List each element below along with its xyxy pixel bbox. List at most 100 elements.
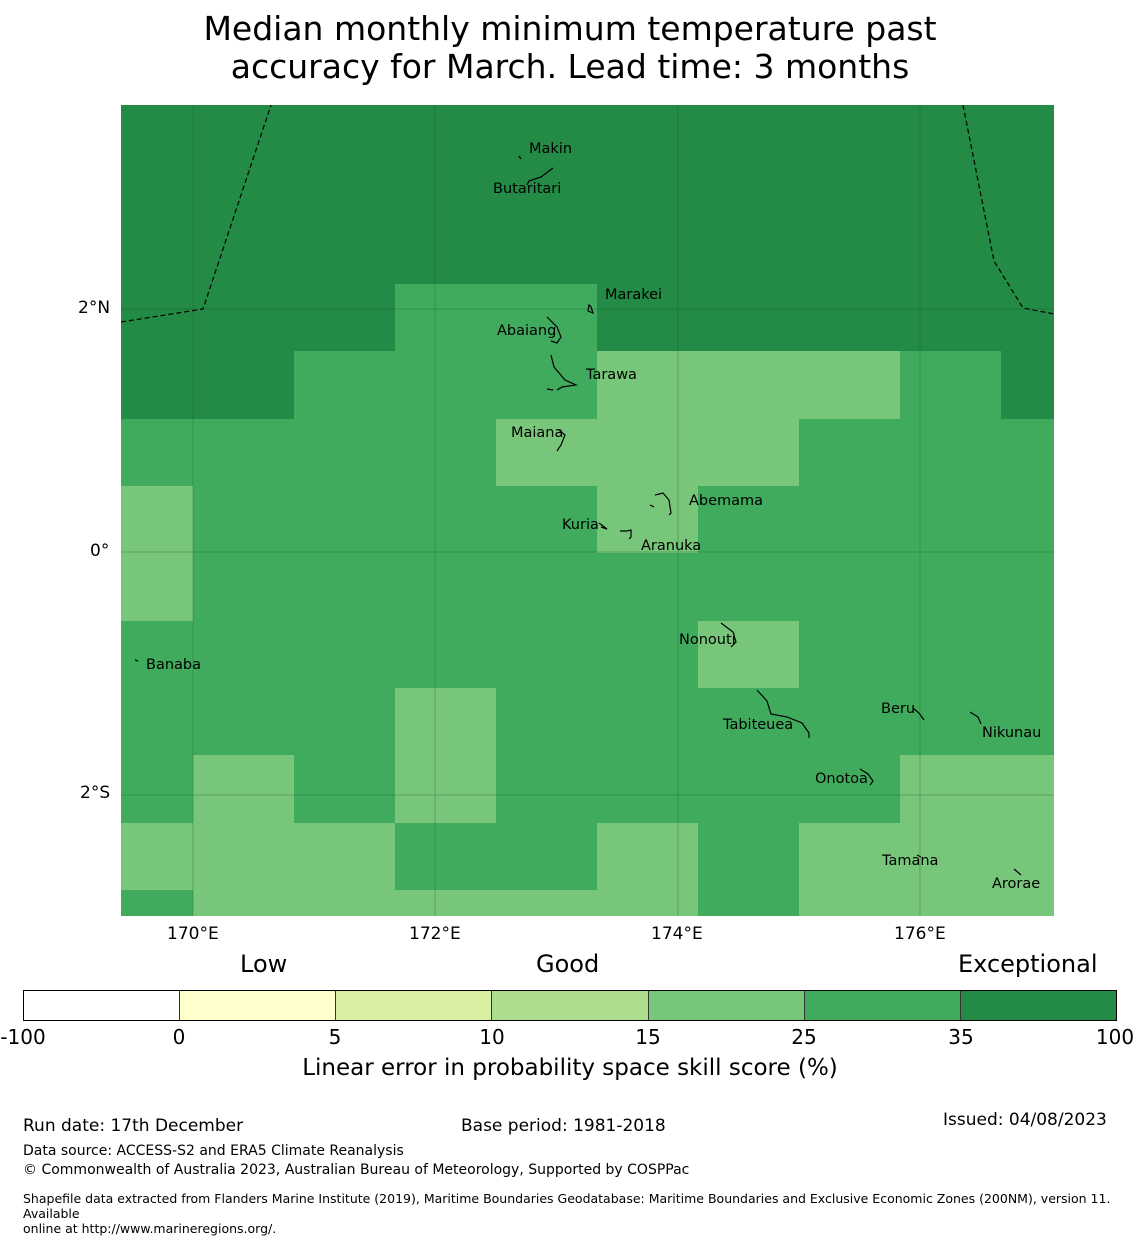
skill-grid-cell	[1001, 755, 1054, 824]
y-tick-2s: 2°S	[80, 783, 111, 803]
island-outlines	[134, 155, 1022, 876]
island-label-kuria: Kuria	[562, 517, 599, 533]
skill-grid-cell	[597, 553, 699, 622]
skill-grid-cell	[193, 621, 295, 689]
skill-grid-cell	[121, 351, 194, 420]
eez-boundary-east	[962, 105, 1054, 315]
island-label-marakei: Marakei	[605, 287, 663, 303]
beru-outline	[912, 707, 925, 721]
skill-grid-cell	[698, 823, 800, 891]
skill-grid-cell	[496, 419, 598, 487]
abaiang-outline	[546, 316, 562, 344]
skill-grid-cell	[121, 105, 194, 285]
skill-grid-cell	[496, 688, 598, 756]
skill-grid-cell	[1001, 105, 1054, 285]
skill-grid-cell	[698, 688, 800, 756]
shapefile-credit: Shapefile data extracted from Flanders M…	[23, 1191, 1133, 1236]
skill-grid-cell	[496, 351, 598, 420]
skill-grid-cell	[395, 105, 497, 285]
skill-grid-cell	[496, 755, 598, 824]
skill-grid-cell	[395, 351, 497, 420]
skill-grid-cell	[597, 284, 699, 352]
chart-title: Median monthly minimum temperature past …	[0, 10, 1140, 86]
skill-grid-cell	[597, 890, 699, 916]
x-tick-176e: 176°E	[894, 924, 946, 944]
skill-grid-cell	[395, 890, 497, 916]
nikunau-outline	[969, 711, 982, 725]
skill-grid-cell	[294, 823, 396, 891]
run-date: Run date: 17th December	[23, 1116, 244, 1136]
skill-grid-cell	[1001, 553, 1054, 622]
skill-grid-cell	[698, 553, 800, 622]
island-label-nonouti: Nonouti	[679, 632, 736, 648]
island-label-makin: Makin	[529, 141, 573, 157]
island-label-tamana: Tamana	[882, 853, 939, 869]
skill-grid-cell	[698, 284, 800, 352]
skill-grid-cell	[900, 621, 1002, 689]
skill-grid-cell	[1001, 890, 1054, 916]
skill-grid-cell	[698, 486, 800, 554]
colorbar-tick: 25	[791, 1025, 817, 1049]
skill-grid-cell	[799, 890, 901, 916]
skill-grid-cell	[121, 621, 194, 689]
skill-grid-cell	[121, 688, 194, 756]
skill-grid-cell	[597, 105, 699, 285]
skill-grid-cell	[496, 486, 598, 554]
skill-grid-cell	[799, 351, 901, 420]
skill-grid-cell	[121, 284, 194, 352]
eez-boundary-west	[121, 105, 272, 323]
x-tick-170e: 170°E	[167, 924, 219, 944]
skill-grid-cell	[597, 621, 699, 689]
colorbar-tick: 0	[172, 1025, 186, 1049]
legend-category-good: Good	[536, 950, 600, 978]
skill-grid-cell	[395, 755, 497, 824]
colorbar-segment	[804, 991, 961, 1020]
abemama-west-outline	[649, 504, 655, 508]
colorbar-segment	[336, 991, 493, 1020]
skill-grid-cell	[294, 419, 396, 487]
skill-grid-cell	[597, 688, 699, 756]
butaritari-outline	[526, 167, 554, 186]
skill-grid-cell	[395, 688, 497, 756]
colorbar-segment	[960, 991, 1116, 1020]
skill-grid-cell	[193, 688, 295, 756]
graticule	[121, 105, 1054, 916]
skill-grid-cell	[698, 351, 800, 420]
island-label-banaba: Banaba	[146, 657, 201, 673]
colorbar-label: Linear error in probability space skill …	[302, 1055, 838, 1081]
skill-grid-cell	[193, 823, 295, 891]
skill-grid-cell	[597, 351, 699, 420]
skill-grid-cell	[496, 621, 598, 689]
skill-grid-cell	[1001, 688, 1054, 756]
skill-grid-cell	[799, 688, 901, 756]
nonouti-outline	[720, 622, 737, 648]
skill-grid-cells	[121, 105, 1054, 916]
island-label-abaiang: Abaiang	[497, 323, 557, 339]
skill-grid-cell	[193, 351, 295, 420]
colorbar-tick: 5	[328, 1025, 342, 1049]
skill-grid-cell	[294, 890, 396, 916]
skill-grid-cell	[193, 419, 295, 487]
data-source: Data source: ACCESS-S2 and ERA5 Climate …	[23, 1143, 404, 1159]
skill-grid-cell	[1001, 284, 1054, 352]
skill-grid-cell	[1001, 621, 1054, 689]
skill-grid-cell	[395, 284, 497, 352]
tabiteuea-outline	[756, 689, 810, 738]
shapefile-credit-line-2: online at http://www.marineregions.org/.	[23, 1221, 277, 1236]
skill-grid-cell	[900, 105, 1002, 285]
skill-grid-cell	[193, 486, 295, 554]
skill-grid-cell	[799, 486, 901, 554]
y-tick-2n: 2°N	[78, 298, 111, 318]
island-label-aranuka: Aranuka	[641, 538, 702, 554]
makin-outline	[518, 155, 522, 160]
island-label-tabiteuea: Tabiteuea	[723, 717, 794, 733]
colorbar-tick: 100	[1095, 1025, 1135, 1049]
arorae-outline	[1013, 868, 1022, 876]
island-label-abemama: Abemama	[689, 493, 764, 509]
skill-grid-cell	[395, 621, 497, 689]
island-label-beru: Beru	[881, 701, 916, 717]
skill-grid-cell	[799, 284, 901, 352]
skill-grid-cell	[900, 419, 1002, 487]
x-tick-172e: 172°E	[409, 924, 461, 944]
skill-grid-cell	[121, 553, 194, 622]
